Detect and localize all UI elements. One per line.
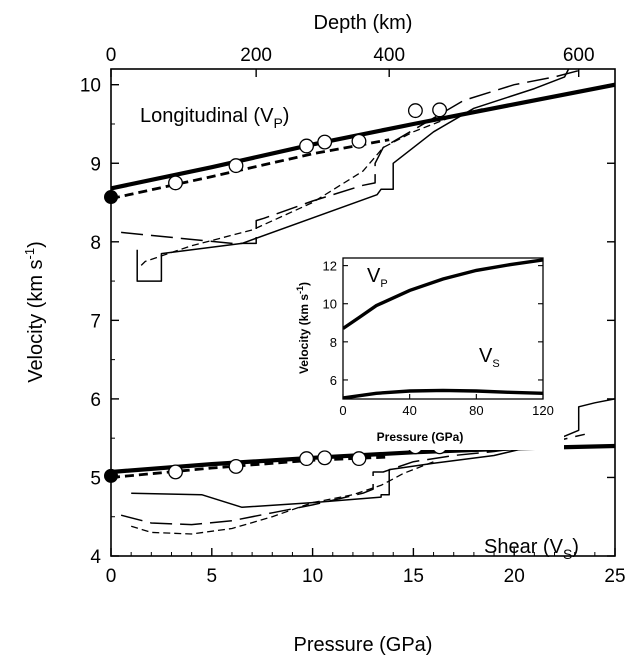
- y-axis-title-sup: -1: [22, 248, 37, 260]
- x-tick-label: 25: [604, 566, 625, 587]
- series-line-dashed: [111, 138, 390, 200]
- vp-annotation-sub: P: [273, 115, 282, 131]
- inset-y-tick-label: 10: [323, 297, 337, 312]
- open-circle-point: [351, 133, 367, 149]
- x-tick-label: 5: [207, 566, 218, 587]
- main-markers-group: [104, 102, 448, 483]
- y-tick-label: 7: [90, 311, 101, 332]
- inset-y-tick-label: 6: [330, 373, 337, 388]
- y-tick-label: 5: [90, 468, 101, 489]
- series-line-short-dash: [140, 107, 485, 266]
- x-axis-title: Pressure (GPa): [294, 634, 433, 656]
- inset-vp-line: [343, 258, 543, 330]
- y-tick-label: 9: [90, 154, 101, 175]
- inset-x-axis-title: Pressure (GPa): [377, 430, 464, 444]
- series-line-thin-solid: [136, 69, 570, 282]
- series-line-dashed: [111, 455, 390, 479]
- y-tick-label: 8: [90, 233, 101, 254]
- open-circle-point: [168, 175, 183, 191]
- inset-y-axis-title-main: Velocity (km s: [297, 294, 311, 374]
- open-circle-point: [228, 158, 244, 174]
- inset-y-tick-label: 12: [323, 259, 337, 274]
- vs-annotation: Shear (VS): [484, 536, 579, 562]
- series-line-thick-solid: [111, 82, 615, 191]
- inset-x-tick-label: 80: [469, 403, 483, 418]
- inset-x-tick-label: 120: [532, 403, 554, 418]
- inset-y-axis-title-close: ): [297, 282, 311, 286]
- y-tick-label: 4: [90, 547, 101, 568]
- top-tick-label: 600: [563, 45, 595, 66]
- inset-axes: 0 40 80 120 6 8 10 12: [323, 259, 554, 418]
- inset-x-tick-label: 40: [402, 403, 416, 418]
- series-line-short-dash: [131, 461, 434, 535]
- open-circle-point: [317, 450, 333, 466]
- inset-vp-label-main: V: [367, 265, 381, 287]
- x-tick-label: 20: [504, 566, 525, 587]
- inset-y-axis-title: Velocity (km s-1): [295, 282, 311, 374]
- top-tick-label: 200: [240, 45, 272, 66]
- y-axis-title-close: ): [25, 241, 47, 248]
- y-axis-title: Velocity (km s-1): [22, 241, 47, 383]
- vp-annotation-close: ): [283, 105, 290, 127]
- vs-annotation-sub: S: [563, 546, 572, 562]
- series-line-long-dash: [120, 433, 585, 526]
- open-circle-point: [299, 451, 315, 467]
- plot-frame: [110, 68, 616, 557]
- open-circle-point: [407, 103, 423, 119]
- inset-vp-label-sub: P: [380, 278, 387, 290]
- y-tick-label: 6: [90, 390, 101, 411]
- filled-circle-point: [104, 468, 118, 483]
- inset-vs-label-main: V: [479, 345, 493, 367]
- open-circle-point: [299, 138, 315, 154]
- top-tick-label: 400: [373, 45, 405, 66]
- open-circle-point: [168, 464, 183, 480]
- inset-vs-label: VS: [479, 345, 500, 370]
- x-tick-label: 15: [403, 566, 424, 587]
- filled-circle-point: [104, 190, 118, 205]
- y-tick-label: 10: [80, 76, 101, 97]
- inset-y-axis-title-sup: -1: [295, 286, 305, 294]
- x-tick-label: 10: [302, 566, 323, 587]
- inset-vp-label: VP: [367, 265, 388, 290]
- open-circle-point: [228, 459, 244, 474]
- vs-annotation-close: ): [572, 536, 579, 558]
- y-axis-title-main: Velocity (km s: [25, 259, 47, 382]
- x-tick-label: 0: [106, 566, 117, 587]
- inset-vs-label-sub: S: [492, 358, 499, 370]
- open-circle-point: [317, 134, 333, 150]
- inset-background: [286, 238, 564, 450]
- inset-x-tick-label: 0: [339, 403, 346, 418]
- open-circle-point: [351, 451, 367, 467]
- vp-annotation-main: Longitudinal (V: [140, 105, 274, 127]
- inset-y-tick-label: 8: [330, 335, 337, 350]
- inset-series-group: [343, 258, 543, 399]
- top-tick-label: 0: [106, 45, 117, 66]
- vs-annotation-main: Shear (V: [484, 536, 564, 558]
- top-axis-title: Depth (km): [314, 12, 413, 34]
- series-line-long-dash: [121, 69, 585, 245]
- vp-annotation: Longitudinal (VP): [140, 105, 289, 131]
- open-circle-point: [432, 102, 448, 118]
- inset-vs-line: [343, 388, 543, 399]
